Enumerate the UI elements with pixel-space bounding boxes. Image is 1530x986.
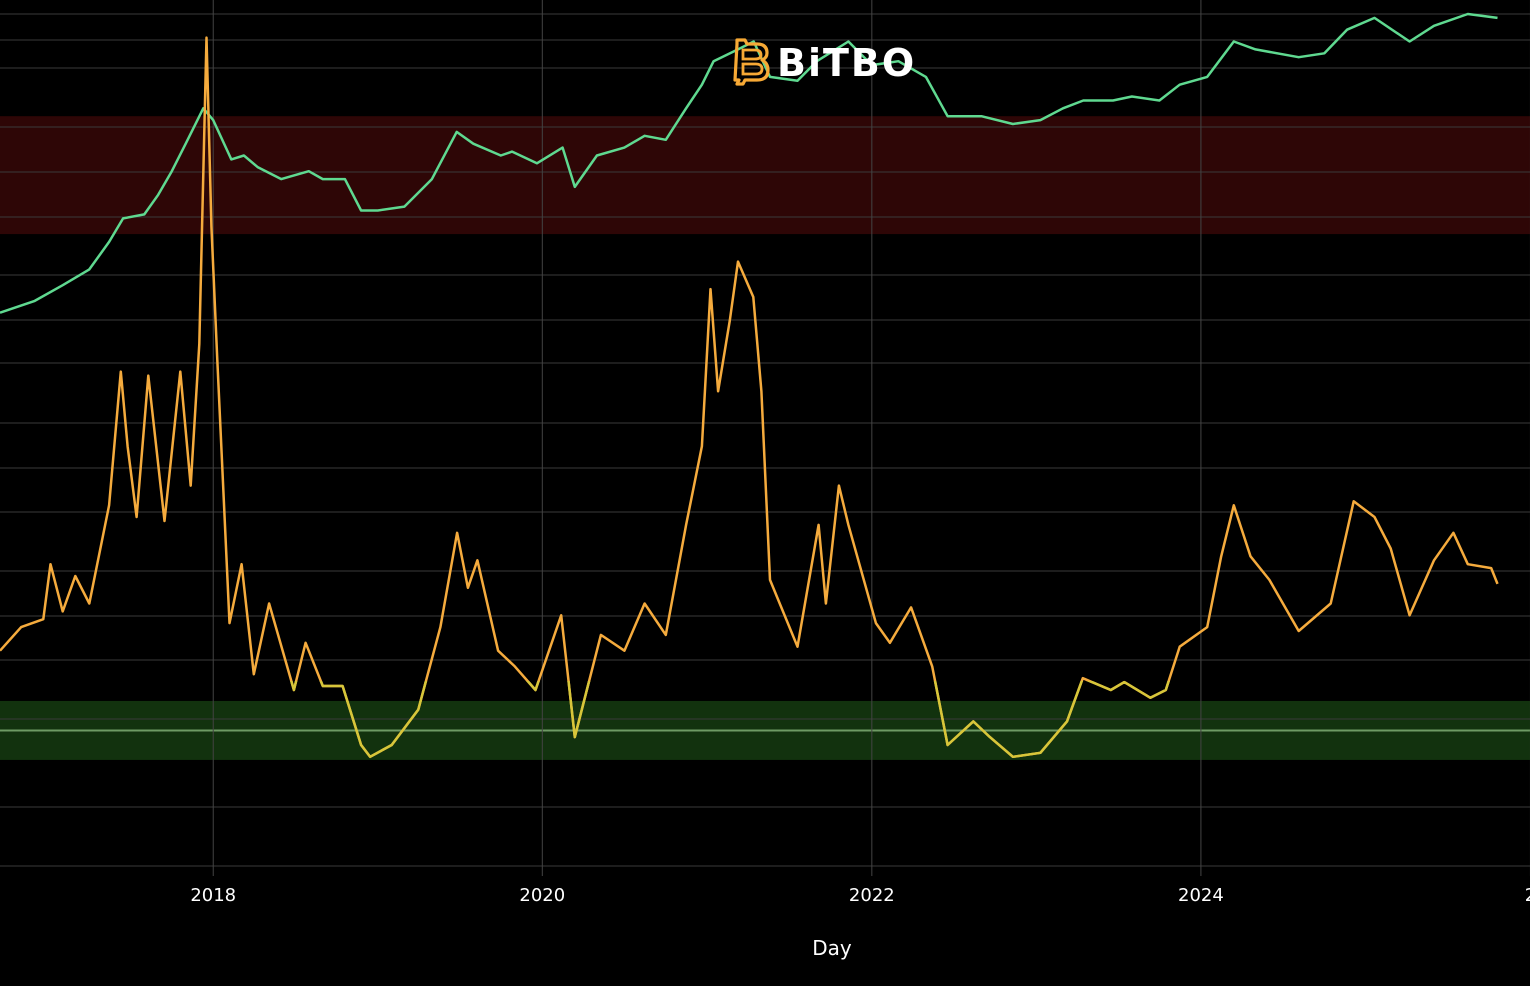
series-lines [0, 12, 1499, 759]
x-axis-title: Day [812, 936, 852, 960]
zone-bands [0, 116, 1530, 760]
x-tick-label: 2018 [190, 885, 236, 906]
bitbo-b-icon [733, 38, 770, 86]
overvalued-band [0, 116, 1530, 235]
x-tick-label: 2020 [519, 885, 565, 906]
x-tick-label: 2022 [849, 885, 895, 906]
x-axis-ticks: 2018 2020 2022 2024 2 [190, 885, 1530, 906]
x-tick-label: 2024 [1178, 885, 1224, 906]
bitbo-logo: BiTBO [733, 38, 916, 86]
x-tick-label: 2 [1525, 885, 1530, 906]
bitbo-logo-text: BiTBO [777, 41, 916, 85]
oscillator-line [0, 36, 1499, 759]
